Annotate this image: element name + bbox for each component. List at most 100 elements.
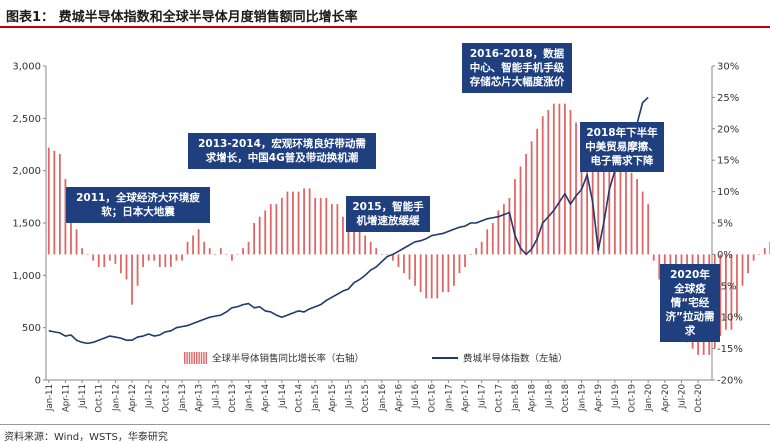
growth-bar: [436, 254, 439, 299]
growth-bar: [536, 128, 539, 255]
x-axis-tick-label: Apr-13: [195, 384, 205, 412]
growth-bar: [147, 254, 150, 261]
x-axis-tick-label: Oct-12: [161, 384, 171, 413]
x-axis-tick-label: Apr-16: [394, 384, 404, 412]
growth-bar: [53, 150, 56, 255]
growth-bar: [330, 204, 333, 255]
growth-bar: [208, 248, 211, 255]
growth-bar: [486, 229, 489, 255]
growth-bar: [347, 216, 350, 255]
growth-bar: [203, 241, 206, 255]
growth-bar: [641, 191, 644, 255]
growth-bar: [491, 223, 494, 255]
growth-bar: [619, 160, 622, 255]
growth-bar: [736, 254, 738, 318]
growth-bar: [275, 204, 278, 255]
growth-bar: [469, 254, 472, 255]
growth-bar: [303, 188, 305, 255]
left-axis-tick-labels: 0 500 1,000 1,500 2,000 2,500 3,000: [12, 62, 46, 387]
growth-bar: [292, 191, 294, 255]
annotation-2016: 2016-2018，数据中心、智能手机手级存储芯片大幅度涨价: [462, 43, 572, 93]
x-axis-tick-label: Jan-15: [311, 384, 321, 412]
left-axis-tick-label: 0: [35, 376, 41, 387]
growth-bar: [86, 254, 89, 255]
right-axis-tick-label: 15%: [717, 156, 739, 167]
right-axis-tick-label: 5%: [717, 219, 733, 230]
growth-bar: [658, 254, 661, 280]
growth-bar: [730, 254, 733, 330]
x-axis-tick-label: Jan-16: [378, 384, 388, 412]
growth-bar: [441, 254, 444, 293]
growth-bar: [558, 103, 561, 255]
right-axis-tick-label: -5%: [717, 281, 736, 292]
right-axis-tick-label: -15%: [717, 344, 743, 355]
growth-bar: [397, 254, 400, 267]
growth-bar: [369, 241, 372, 255]
growth-bar: [630, 172, 633, 255]
growth-bar: [575, 122, 577, 255]
left-axis-tick-label: 1,500: [12, 219, 41, 230]
growth-bar: [158, 254, 161, 267]
annotation-2015: 2015，智能手机增速放缓缓: [346, 196, 430, 232]
growth-bar: [219, 248, 222, 255]
growth-bar: [497, 210, 500, 255]
growth-bar: [342, 216, 344, 255]
growth-bar: [403, 254, 405, 274]
growth-bar: [70, 216, 72, 255]
x-axis-tick-label: Jan-17: [444, 384, 454, 412]
growth-bar: [447, 254, 450, 293]
x-axis-tick-label: Oct-20: [694, 384, 704, 413]
growth-bar: [142, 254, 145, 267]
growth-bar: [169, 254, 172, 267]
x-axis-tick-label: Jul-13: [211, 384, 221, 409]
growth-bar: [286, 191, 289, 255]
growth-bar: [308, 188, 311, 255]
growth-bar: [319, 197, 322, 255]
right-axis-tick-label: 25%: [717, 93, 739, 104]
growth-bar: [103, 254, 106, 267]
growth-bar: [741, 254, 744, 286]
growth-bar: [564, 103, 566, 255]
growth-bar: [58, 153, 61, 255]
growth-bar: [430, 254, 433, 299]
x-axis-tick-label: Jan-18: [511, 384, 521, 412]
x-axis-tick-label: Apr-17: [461, 384, 471, 412]
legend-index-label: 费城半导体指数（左轴）: [463, 353, 568, 365]
index-line: [48, 96, 649, 345]
growth-bar: [525, 153, 527, 255]
growth-bar: [647, 204, 650, 255]
growth-bar: [64, 179, 67, 255]
legend-bar-swatch: [203, 352, 205, 364]
growth-bar: [353, 223, 355, 255]
bottom-rule: [0, 424, 770, 425]
growth-bar: [269, 204, 272, 255]
right-axis-tick-label: 20%: [717, 124, 739, 135]
right-axis-tick-label: -20%: [717, 376, 743, 387]
growth-bar: [136, 254, 139, 286]
x-axis-tick-labels: Jan-11 Apr-11 Jul-11 Oct-11 Jan-12 Apr-12 Jul-…: [45, 380, 704, 413]
x-axis-tick-label: Oct-16: [428, 384, 438, 413]
growth-bar: [597, 128, 600, 255]
growth-bar: [253, 223, 256, 255]
growth-bar: [242, 248, 244, 255]
x-axis-tick-label: Jul-14: [278, 384, 288, 409]
growth-bar: [602, 141, 605, 255]
growth-bar: [181, 254, 183, 261]
annotation-2011: 2011，全球经济大环境疲软；日本大地震: [66, 187, 210, 223]
index-line-layer: [48, 96, 649, 345]
growth-bar: [97, 254, 100, 267]
growth-bar: [608, 153, 611, 255]
x-axis-tick-label: Jul-20: [677, 384, 687, 409]
growth-bar: [625, 166, 627, 255]
growth-bar: [186, 241, 189, 255]
growth-bar: [114, 254, 117, 264]
x-axis-tick-label: Oct-13: [228, 384, 238, 413]
growth-bar: [591, 128, 594, 255]
growth-bar: [314, 197, 317, 255]
x-axis-tick-label: Oct-17: [494, 384, 504, 413]
growth-bar: [458, 254, 461, 274]
annotation-2020: 2020年全球疫情“宅经济”拉动需求: [660, 264, 720, 342]
growth-bar: [541, 116, 544, 255]
left-axis-tick-label: 2,500: [12, 114, 41, 125]
x-axis-tick-label: Jan-19: [578, 384, 588, 412]
